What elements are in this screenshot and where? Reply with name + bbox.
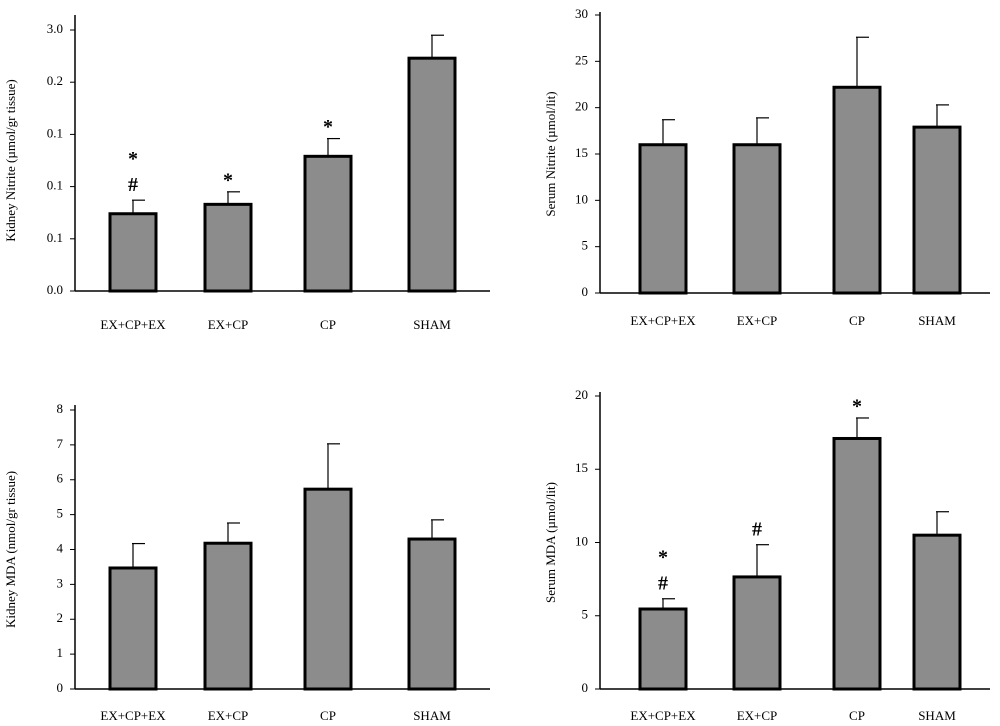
significance-marker: *	[323, 116, 333, 138]
y-tick-label: 2	[57, 610, 64, 625]
x-tick-label: EX+CP+EX	[630, 708, 696, 723]
x-tick-label: EX+CP+EX	[100, 317, 166, 332]
bar	[108, 566, 158, 691]
y-tick-label: 10	[575, 533, 588, 548]
y-tick-label: 30	[575, 6, 588, 21]
y-tick-label: 0.2	[47, 73, 63, 88]
y-tick-label: 0.0	[47, 282, 63, 297]
bar	[303, 487, 353, 691]
bar	[732, 575, 782, 691]
bar	[832, 85, 882, 295]
y-tick-label: 0.1	[47, 178, 63, 193]
y-axis-label: Kidney MDA (nmol/gr tissue)	[3, 471, 18, 628]
bar	[407, 537, 457, 691]
y-tick-label: 1	[57, 645, 64, 660]
bar	[832, 436, 882, 691]
bar	[732, 143, 782, 295]
y-tick-label: 5	[582, 607, 589, 622]
y-tick-label: 0.1	[47, 125, 63, 140]
x-tick-label: CP	[849, 313, 865, 328]
y-tick-label: 5	[57, 506, 64, 521]
y-tick-label: 15	[575, 145, 588, 160]
x-tick-label: CP	[849, 708, 865, 723]
bar	[203, 541, 253, 691]
y-axis-label: Kidney Nitrite (µmol/gr tissue)	[3, 79, 18, 241]
y-tick-label: 10	[575, 191, 588, 206]
y-tick-label: 0	[582, 680, 589, 695]
significance-marker: #	[128, 174, 138, 196]
bar	[912, 125, 962, 295]
bar	[108, 212, 158, 293]
y-tick-label: 15	[575, 460, 588, 475]
y-tick-label: 6	[57, 471, 64, 486]
x-tick-label: EX+CP	[737, 313, 778, 328]
x-tick-label: EX+CP+EX	[100, 708, 166, 723]
y-tick-label: 5	[582, 238, 589, 253]
y-tick-label: 7	[57, 436, 64, 451]
x-tick-label: SHAM	[918, 313, 956, 328]
significance-marker: *	[852, 396, 862, 418]
y-tick-label: 3	[57, 575, 64, 590]
y-tick-label: 0	[57, 680, 64, 695]
x-tick-label: EX+CP+EX	[630, 313, 696, 328]
y-axis-label: Serum Nitrite (µmol/lit)	[543, 91, 558, 216]
bar	[407, 56, 457, 293]
x-tick-label: EX+CP	[737, 708, 778, 723]
y-tick-label: 3.0	[47, 21, 63, 36]
y-tick-label: 20	[575, 99, 588, 114]
significance-marker: #	[658, 572, 668, 594]
y-tick-label: 20	[575, 387, 588, 402]
bar	[303, 154, 353, 293]
bar	[912, 533, 962, 691]
significance-marker: #	[752, 518, 762, 540]
y-axis-label: Serum MDA (µmol/lit)	[543, 482, 558, 603]
x-tick-label: SHAM	[413, 708, 451, 723]
y-tick-label: 0	[582, 284, 589, 299]
x-tick-label: SHAM	[918, 708, 956, 723]
bar	[203, 202, 253, 293]
bar	[638, 607, 688, 691]
x-tick-label: EX+CP	[208, 317, 249, 332]
x-tick-label: EX+CP	[208, 708, 249, 723]
bar	[638, 143, 688, 295]
y-tick-label: 25	[575, 52, 588, 67]
y-tick-label: 8	[57, 401, 64, 416]
y-tick-label: 4	[57, 540, 64, 555]
significance-marker: *	[223, 169, 233, 191]
significance-marker: *	[128, 148, 138, 170]
x-tick-label: CP	[320, 708, 336, 723]
y-tick-label: 0.1	[47, 230, 63, 245]
x-tick-label: SHAM	[413, 317, 451, 332]
significance-marker: *	[658, 546, 668, 568]
x-tick-label: CP	[320, 317, 336, 332]
